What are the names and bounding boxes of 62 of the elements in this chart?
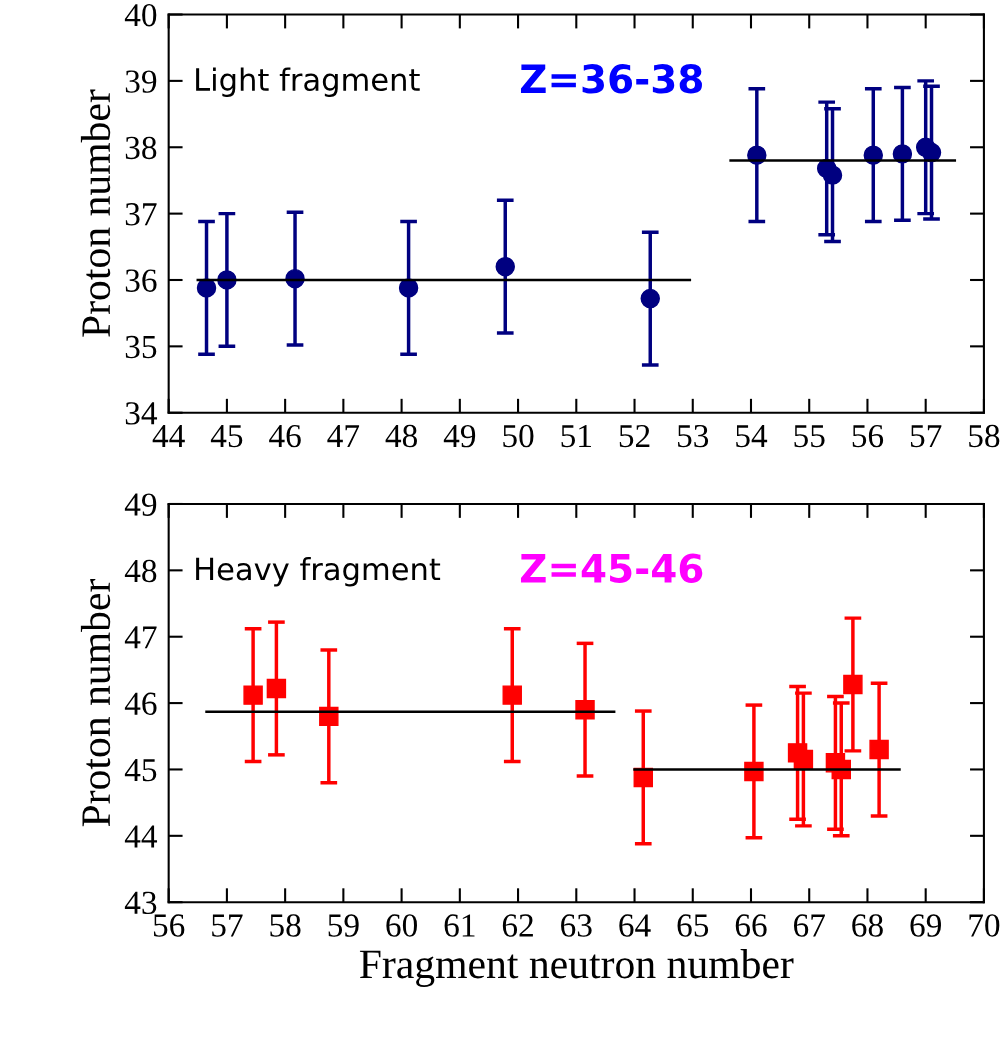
- y-tick-label: 39: [125, 70, 157, 93]
- y-tick-label: 36: [125, 269, 157, 292]
- x-tick-label: 56: [852, 424, 884, 448]
- x-tick-label: 53: [678, 424, 709, 448]
- y-tick-label: 40: [124, 3, 157, 27]
- x-tick-label: 62: [502, 914, 533, 937]
- annotation: Light fragment: [196, 67, 420, 97]
- x-tick-label: 45: [210, 425, 243, 448]
- x-tick-label: 64: [619, 914, 651, 937]
- y-tick-label: 43: [124, 891, 157, 915]
- point: [196, 278, 217, 298]
- y-tick-label: 46: [124, 692, 157, 715]
- x-tick-label: 57: [212, 914, 243, 937]
- x-tick-label: 60: [386, 914, 417, 937]
- x-tick-label: 59: [328, 914, 359, 937]
- x-tick-label: 67: [793, 914, 825, 937]
- point: [495, 256, 515, 277]
- y-tick-label: 47: [124, 626, 157, 649]
- annotation: Z=45-46: [520, 553, 703, 583]
- x-tick-label: 63: [561, 914, 592, 937]
- x-tick-label: 56: [153, 914, 185, 937]
- point: [502, 685, 522, 705]
- annotation: Z=36-38: [520, 64, 702, 94]
- point: [640, 288, 660, 309]
- point: [266, 678, 287, 699]
- x-tick-label: 52: [619, 424, 650, 448]
- point: [822, 165, 843, 185]
- y-tick-label: 44: [124, 825, 158, 848]
- x-tick-label: 65: [677, 914, 709, 937]
- x-tick-label: 70: [969, 914, 1000, 937]
- y-tick-label: 35: [125, 335, 157, 359]
- y-tick-label: 48: [124, 559, 157, 583]
- x-tick-label: 46: [269, 424, 301, 448]
- y-tick-label: 45: [124, 759, 157, 782]
- point: [243, 685, 263, 705]
- y-tick-label: 34: [125, 402, 158, 425]
- x-tick-label: 47: [327, 425, 360, 447]
- point: [793, 749, 814, 770]
- x-tick-label: 48: [385, 424, 417, 448]
- x-tick-label: 68: [852, 914, 883, 937]
- x-tick-label: 51: [561, 424, 591, 448]
- x-tick-label: 49: [443, 424, 476, 448]
- x-tick-label: 54: [736, 425, 768, 448]
- y-tick-label: 49: [124, 493, 157, 516]
- x-tick-label: 57: [910, 425, 942, 448]
- annotation: Heavy fragment: [196, 556, 441, 587]
- y-tick-label: 37: [125, 203, 157, 226]
- x-tick-label: 66: [735, 914, 767, 937]
- x-axis-title: Fragment neutron number: [359, 949, 794, 987]
- x-tick-label: 58: [969, 424, 1000, 448]
- x-tick-label: 44: [152, 425, 185, 447]
- point: [843, 674, 863, 695]
- x-tick-label: 61: [444, 914, 475, 937]
- point: [398, 278, 419, 298]
- point: [869, 739, 889, 760]
- x-tick-label: 58: [270, 914, 301, 937]
- y-axis-title: Proton number: [80, 579, 111, 827]
- y-axis-title: Proton number: [80, 89, 111, 337]
- x-tick-label: 69: [910, 914, 941, 937]
- y-tick-label: 38: [125, 136, 157, 160]
- x-tick-label: 50: [503, 424, 534, 448]
- x-tick-label: 55: [794, 425, 825, 448]
